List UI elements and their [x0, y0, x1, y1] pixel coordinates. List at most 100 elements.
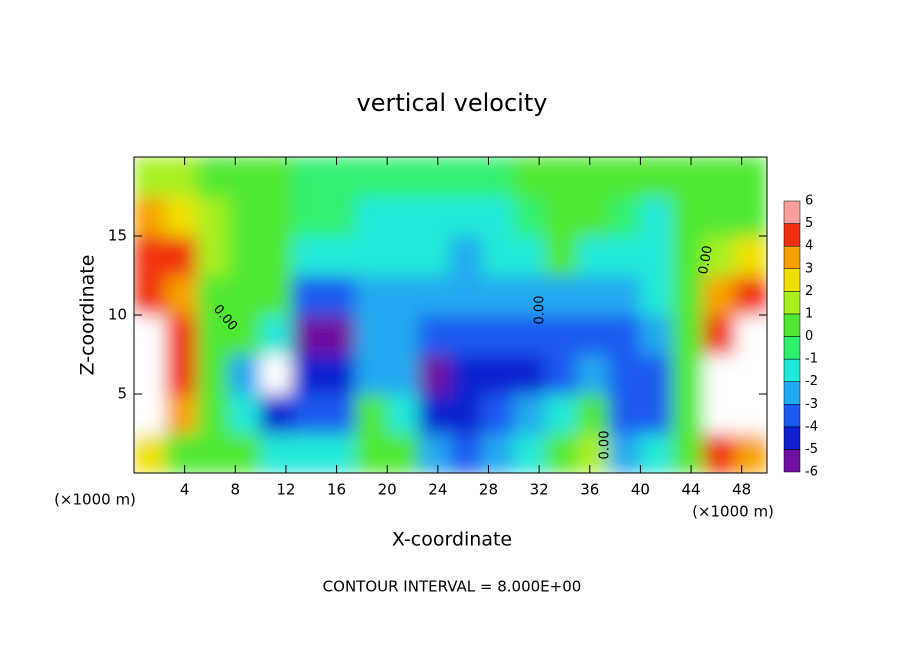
heat-cell — [734, 196, 767, 237]
heat-cell — [481, 393, 515, 434]
heat-cell — [323, 275, 357, 316]
heat-cell — [703, 393, 736, 434]
colorbar-label: 4 — [805, 239, 813, 254]
heat-cell — [165, 275, 198, 316]
heat-cell — [703, 235, 736, 276]
x-tick-label: 16 — [327, 481, 346, 499]
heat-cell — [481, 275, 515, 316]
heat-cell — [355, 433, 388, 473]
colorbar-swatch — [783, 381, 801, 405]
heat-cell — [196, 275, 230, 316]
heat-cell — [544, 393, 578, 434]
heat-cell — [323, 433, 357, 473]
heat-cell — [165, 196, 198, 237]
heat-cell — [418, 314, 451, 355]
heat-cell — [671, 354, 705, 395]
x-tick-label: 48 — [732, 481, 751, 499]
colorbar-swatch — [783, 245, 801, 270]
colorbar-swatch — [783, 404, 801, 428]
x-tick-label: 28 — [479, 481, 498, 499]
heat-cell — [481, 314, 515, 355]
heat-cell — [291, 196, 325, 237]
heat-cell — [734, 433, 767, 473]
heat-cell — [513, 275, 546, 316]
x-tick-label: 44 — [681, 481, 700, 499]
heat-cell — [386, 354, 420, 395]
heat-cell — [260, 235, 293, 276]
x-tick-label: 40 — [631, 481, 650, 499]
heat-cell — [450, 235, 483, 276]
x-unit-label: (×1000 m) — [692, 503, 774, 521]
heat-cell — [323, 393, 357, 434]
heat-cell — [196, 196, 230, 237]
heat-cell — [260, 354, 293, 395]
colorbar-label: -1 — [805, 352, 818, 367]
heat-cell — [355, 275, 388, 316]
footer-note: CONTOUR INTERVAL = 8.000E+00 — [323, 578, 582, 596]
y-axis-label: Z-coordinate — [77, 255, 99, 376]
heat-cell — [576, 314, 610, 355]
colorbar-label: -2 — [805, 374, 818, 389]
heat-cell — [513, 157, 546, 197]
heat-cell — [386, 314, 420, 355]
heat-cell — [481, 354, 515, 395]
heat-cell — [639, 354, 673, 395]
y-tick-label: 10 — [108, 306, 127, 324]
heat-cell — [196, 433, 230, 473]
heat-cell — [450, 275, 483, 316]
heat-cell — [134, 157, 167, 197]
colorbar-swatch — [783, 200, 801, 224]
heat-cell — [544, 314, 578, 355]
colorbar-label: -5 — [805, 442, 818, 457]
heat-cell — [639, 235, 673, 276]
heat-cell — [544, 275, 578, 316]
x-tick-label: 4 — [180, 481, 190, 499]
heat-cell — [291, 393, 325, 434]
heat-cell — [165, 433, 198, 473]
plot-frame — [133, 156, 768, 474]
heat-cell — [513, 354, 546, 395]
heat-cell — [734, 275, 767, 316]
heat-cell — [639, 433, 673, 473]
heat-cell — [544, 196, 578, 237]
colorbar-label: 2 — [805, 284, 813, 299]
heat-cell — [703, 433, 736, 473]
heat-cell — [608, 354, 641, 395]
heat-cell — [228, 433, 262, 473]
heat-cell — [323, 235, 357, 276]
heat-cell — [260, 314, 293, 355]
heat-cell — [418, 393, 451, 434]
heat-cell — [734, 235, 767, 276]
colorbar-label: 1 — [805, 306, 813, 321]
x-unit-label: (×1000 m) — [54, 491, 136, 509]
heat-cell — [671, 393, 705, 434]
heat-cell — [291, 354, 325, 395]
heat-cell — [671, 433, 705, 473]
heat-cell — [260, 157, 293, 197]
heat-cell — [196, 235, 230, 276]
heat-cell — [608, 157, 641, 197]
contour-label: 0.00 — [533, 296, 548, 325]
heat-cell — [291, 235, 325, 276]
heat-cell — [671, 157, 705, 197]
heat-cell — [386, 157, 420, 197]
heat-cell — [450, 354, 483, 395]
heat-cell — [418, 235, 451, 276]
heat-cell — [703, 354, 736, 395]
heat-cell — [386, 433, 420, 473]
heat-cell — [481, 433, 515, 473]
heat-cell — [481, 157, 515, 197]
heat-cell — [260, 275, 293, 316]
heat-cell — [323, 196, 357, 237]
heat-cell — [481, 196, 515, 237]
heat-cell — [165, 314, 198, 355]
heat-cell — [418, 354, 451, 395]
heat-cell — [165, 393, 198, 434]
colorbar-label: -6 — [805, 465, 818, 480]
heat-cell — [481, 235, 515, 276]
heat-cell — [260, 433, 293, 473]
heat-cell — [734, 314, 767, 355]
heat-cell — [671, 196, 705, 237]
plot-area — [134, 157, 767, 473]
